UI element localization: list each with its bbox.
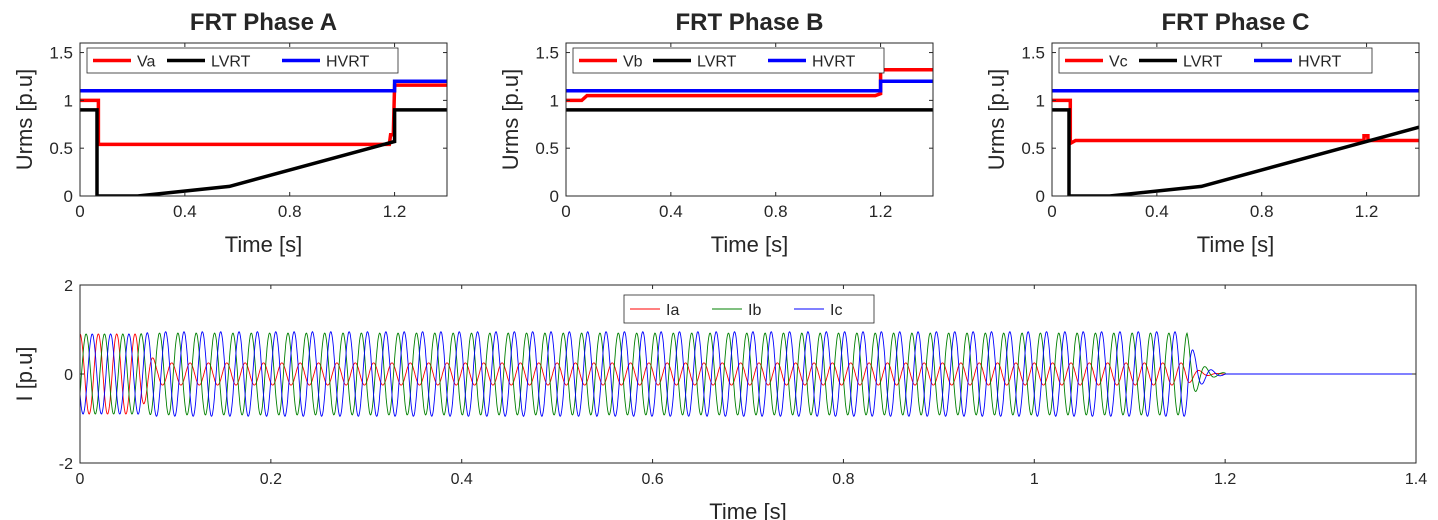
y-tick-label: 0 [1036,187,1045,206]
axes-box [1051,42,1420,197]
y-tick-label: 0.5 [535,139,559,158]
x-tick-label: 0.8 [278,202,302,221]
legend-label: LVRT [697,54,737,71]
series-hvrt [566,79,933,93]
x-tick-label: 1.2 [1355,202,1379,221]
chart-title: FRT Phase A [190,9,337,36]
legend-label: HVRT [1298,54,1341,71]
legend-item-ic: Ic [794,302,842,319]
legend-item-lvrt: LVRT [653,54,737,71]
legend-item-hvrt: HVRT [282,54,369,71]
legend-item-lvrt: LVRT [167,54,251,71]
legend: Va LVRT HVRT [86,47,399,74]
y-tick-label: 1 [1036,91,1045,110]
y-tick-label: 0 [64,187,73,206]
legend-item-vc: Vc [1065,54,1128,71]
legend-item-hvrt: HVRT [768,54,855,71]
x-tick-label: 0.4 [1145,202,1169,221]
x-tick-label: 0.4 [451,471,473,488]
y-tick-label: 0 [550,187,559,206]
subplot-3: 0 0.4 0.8 1.2 0 0.5 1 1.5 FRT Phase C Time [s] Urm… [984,9,1420,257]
legend-label: Vc [1109,54,1128,71]
legend-item-ia: Ia [630,302,679,319]
legend-item-hvrt: HVRT [1254,54,1341,71]
x-tick-label: 0.2 [260,471,282,488]
y-axis-label: I [p.u] [12,346,37,401]
y-tick-label: 0.5 [49,139,73,158]
series-group [1052,89,1419,196]
y-tick-label: 1 [64,91,73,110]
x-tick-label: 1.4 [1405,471,1427,488]
legend-label: LVRT [1183,54,1223,71]
legend-box [1058,47,1373,74]
y-tick-label: 1.5 [49,44,73,63]
legend-label: Ia [666,302,679,319]
series-group [80,79,447,196]
x-axis-label: Time [s] [709,499,786,520]
series-group [80,331,1416,417]
y-tick-label: 0 [64,367,73,384]
x-tick-label: 0 [75,202,84,221]
y-tick-label: 0.5 [1021,139,1045,158]
legend: Ia Ib Ic [623,294,875,324]
legend-label: HVRT [812,54,855,71]
axes-box [565,42,934,197]
legend-label: Vb [623,54,643,71]
y-tick-label: 1 [550,91,559,110]
y-tick-label: 1.5 [535,44,559,63]
x-tick-label: 0.6 [641,471,663,488]
series-ic [80,331,1416,417]
chart-title: FRT Phase C [1161,9,1309,36]
legend-box [572,47,885,74]
subplot-2: 0 0.4 0.8 1.2 0 0.5 1 1.5 FRT Phase B Time [s] Urm… [498,9,934,257]
subplot-1: 0 0.4 0.8 1.2 0 0.5 1 1.5 FRT Phase A Time [s] Urm… [12,9,448,257]
legend: Vb LVRT HVRT [572,47,885,74]
legend-box [86,47,399,74]
x-tick-label: 0.8 [1250,202,1274,221]
y-axis-label: Urms [p.u] [984,69,1009,170]
x-tick-label: 0 [76,471,85,488]
y-tick-label: 1.5 [1021,44,1045,63]
legend: Vc LVRT HVRT [1058,47,1373,74]
legend-item-lvrt: LVRT [1139,54,1223,71]
legend-box [623,294,875,324]
series-lvrt [1052,108,1419,196]
y-axis-label: Urms [p.u] [498,69,523,170]
legend-item-vb: Vb [579,54,643,71]
x-tick-label: 1 [1030,471,1039,488]
chart-title: FRT Phase B [675,9,823,36]
legend-label: Va [137,54,155,71]
x-tick-label: 0 [1047,202,1056,221]
x-tick-label: 1.2 [869,202,893,221]
y-tick-label: -2 [59,456,73,473]
x-tick-label: 1.2 [383,202,407,221]
legend-label: HVRT [326,54,369,71]
axes-box [79,42,448,197]
legend-label: Ic [830,302,842,319]
x-tick-label: 1.2 [1214,471,1236,488]
x-tick-label: 0.4 [173,202,197,221]
x-axis-label: Time [s] [225,232,302,257]
x-tick-label: 0.4 [659,202,683,221]
x-tick-label: 0.8 [832,471,854,488]
series-hvrt [80,79,447,93]
y-axis-label: Urms [p.u] [12,69,37,170]
legend-label: LVRT [211,54,251,71]
series-va [80,83,447,147]
series-ib [80,331,1416,416]
series-lvrt [80,108,447,196]
legend-item-va: Va [93,54,155,71]
x-tick-label: 0 [561,202,570,221]
legend-item-ib: Ib [712,302,761,319]
y-tick-label: 2 [64,278,73,295]
x-tick-label: 0.8 [764,202,788,221]
legend-label: Ib [748,302,761,319]
x-axis-label: Time [s] [1197,232,1274,257]
x-axis-label: Time [s] [711,232,788,257]
